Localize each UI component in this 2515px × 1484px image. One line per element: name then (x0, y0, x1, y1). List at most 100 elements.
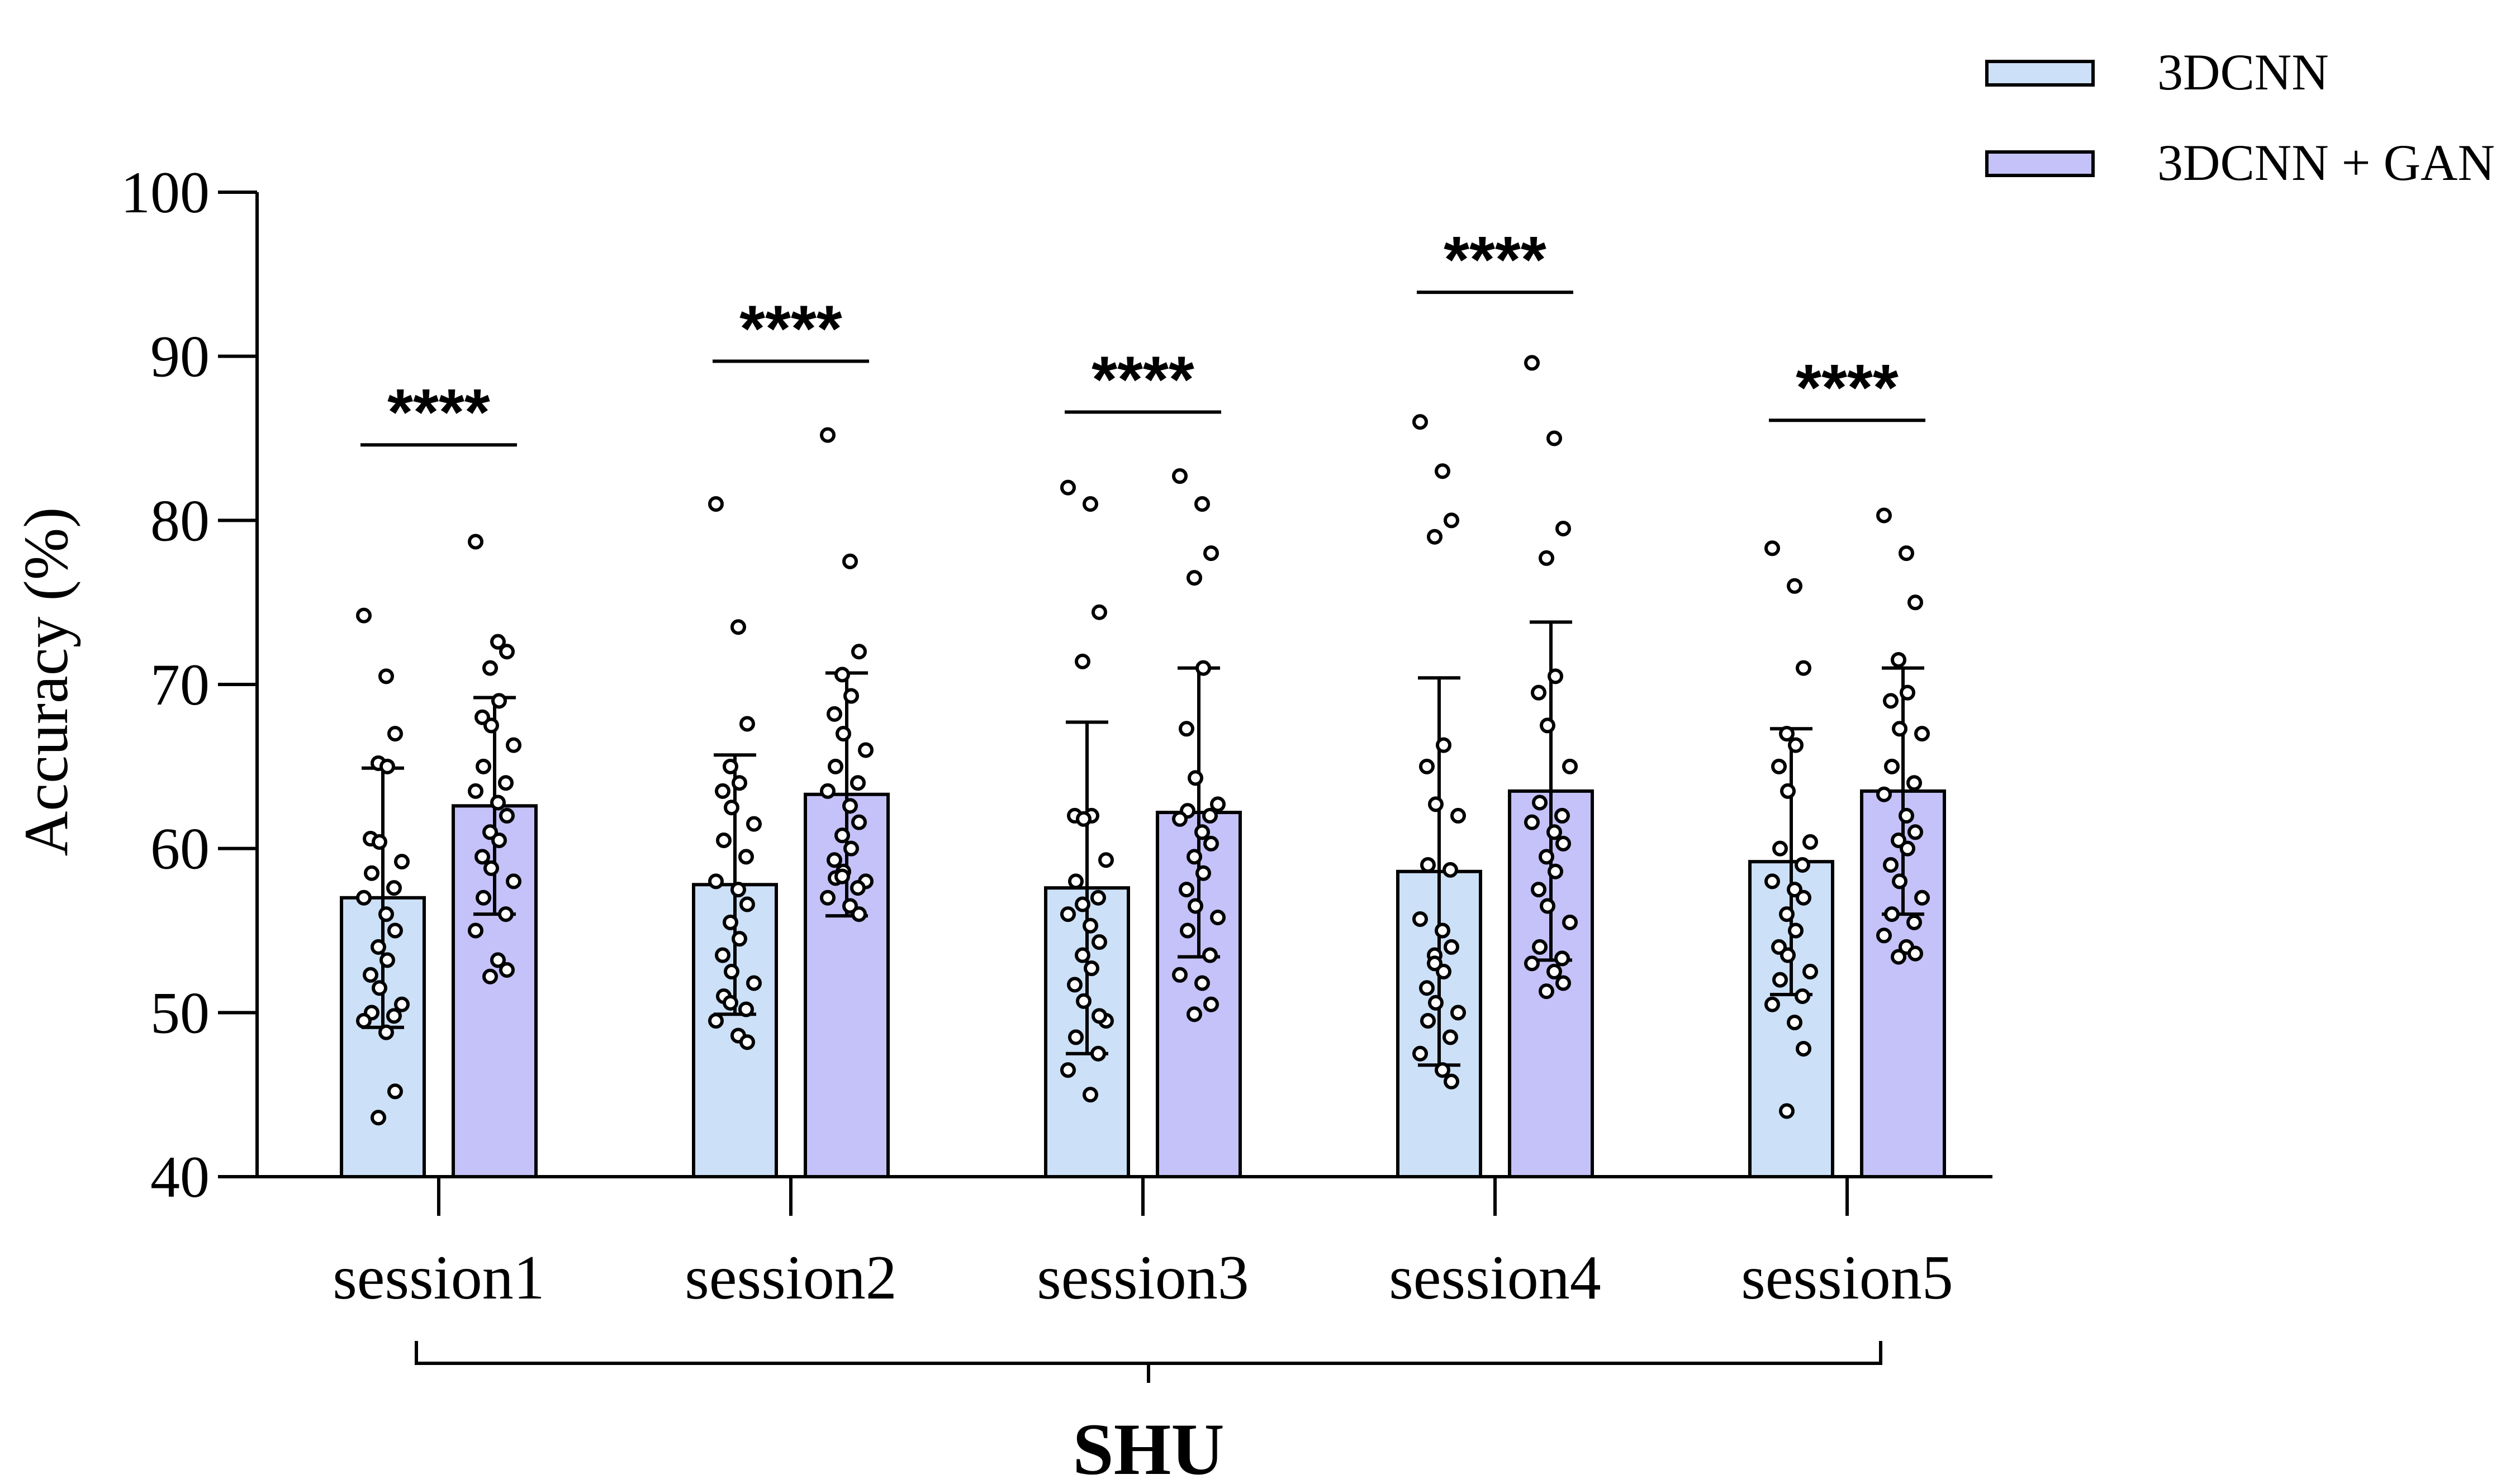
data-point (1203, 996, 1219, 1012)
data-point (1442, 862, 1458, 878)
data-point (850, 775, 866, 791)
data-point (851, 644, 867, 660)
x-axis: session1 session2 session3 session4 session5 (255, 1175, 1992, 1312)
data-point (851, 906, 867, 922)
data-point (356, 607, 372, 624)
y-tick-label: 60 (150, 816, 210, 882)
data-point (858, 742, 874, 758)
data-point (1092, 934, 1107, 950)
data-point (1419, 758, 1435, 774)
data-point (1796, 660, 1811, 676)
data-point (468, 534, 483, 550)
data-point (1554, 950, 1570, 967)
data-point (1187, 849, 1202, 865)
y-axis-label: Accuracy (%) (12, 507, 81, 857)
data-point (843, 840, 859, 857)
data-point (739, 896, 755, 912)
data-point (386, 880, 402, 896)
data-point (482, 968, 498, 984)
data-point (1876, 786, 1892, 802)
data-point (1435, 463, 1450, 479)
bars (340, 789, 1946, 1179)
data-point (1187, 1006, 1202, 1022)
data-point (499, 962, 515, 978)
data-point (1180, 922, 1195, 939)
data-point (1884, 758, 1900, 774)
data-point (715, 783, 730, 799)
data-point (820, 783, 836, 799)
data-point (498, 775, 514, 791)
data-point (1899, 545, 1914, 562)
data-point (1195, 660, 1211, 676)
data-point (394, 854, 410, 870)
data-point (1194, 824, 1210, 840)
data-point (1092, 1008, 1107, 1024)
data-point (1203, 835, 1219, 852)
data-point (1546, 430, 1562, 446)
data-point (356, 1013, 372, 1029)
data-point (715, 947, 730, 963)
data-point (1540, 898, 1555, 914)
data-point (1772, 840, 1788, 857)
y-tick-label: 70 (150, 652, 210, 717)
data-point (820, 890, 836, 906)
data-point (1555, 975, 1571, 991)
data-point (468, 922, 483, 939)
data-point (1060, 906, 1076, 922)
data-point (1802, 834, 1818, 850)
x-tick-label-session2: session2 (685, 1243, 897, 1312)
data-point (491, 832, 507, 848)
data-point (1539, 849, 1554, 865)
data-point (834, 827, 850, 844)
data-point (1419, 980, 1435, 996)
significance-label: **** (1444, 223, 1546, 297)
data-point (1883, 857, 1899, 873)
data-point (1764, 873, 1780, 890)
data-point (372, 980, 387, 996)
data-point (746, 816, 762, 832)
data-point (1906, 775, 1922, 791)
legend-swatch-3dcnn (1985, 60, 2095, 87)
data-point (378, 906, 394, 922)
data-point (394, 996, 410, 1012)
data-point (1090, 890, 1106, 906)
data-point (1531, 882, 1546, 898)
data-point (1092, 604, 1107, 620)
data-point (1090, 1045, 1106, 1062)
data-point (1444, 939, 1459, 955)
data-point (379, 758, 395, 774)
data-point (730, 882, 746, 898)
data-point (1531, 684, 1546, 701)
significance-label: **** (1092, 343, 1194, 417)
data-point (364, 865, 379, 881)
x-tick-label-session5: session5 (1741, 1243, 1953, 1312)
data-point (371, 939, 386, 955)
data-point (1068, 1029, 1084, 1045)
significance-label: **** (1796, 351, 1899, 425)
data-point (746, 975, 762, 991)
data-point (1194, 496, 1210, 512)
data-point (732, 775, 747, 791)
data-point (1914, 890, 1930, 906)
error-bars (362, 620, 1924, 1067)
data-point (1892, 721, 1907, 737)
data-point (1203, 545, 1219, 562)
data-point (708, 1013, 724, 1029)
data-point (1428, 796, 1444, 812)
data-point (1084, 960, 1099, 977)
data-point (1764, 996, 1780, 1012)
significance-label: **** (387, 375, 490, 449)
data-point (1435, 922, 1450, 939)
data-point (1179, 882, 1194, 898)
data-point (372, 834, 387, 850)
data-point (371, 1110, 386, 1126)
data-point (1779, 906, 1795, 922)
data-point (387, 726, 403, 742)
data-point (1083, 1087, 1098, 1103)
data-point (1435, 1062, 1450, 1078)
data-point (1202, 807, 1218, 824)
data-point (1524, 955, 1540, 972)
data-point (1771, 758, 1787, 774)
data-point (1450, 1005, 1466, 1021)
data-point (1075, 947, 1090, 963)
